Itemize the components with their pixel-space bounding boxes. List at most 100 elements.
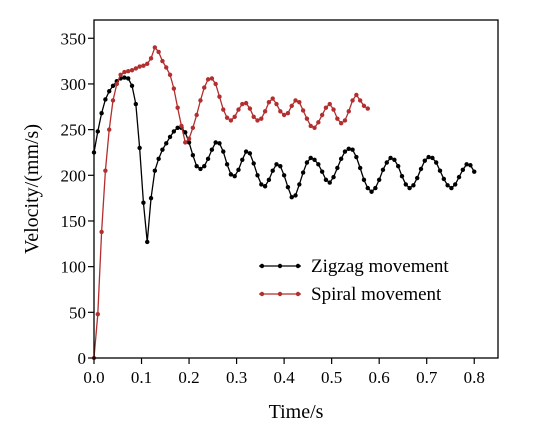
data-point (126, 76, 131, 81)
data-point (251, 161, 256, 166)
data-point (129, 83, 135, 88)
data-point (213, 81, 218, 87)
data-point (319, 112, 325, 118)
data-point (308, 123, 313, 129)
legend-label: Zigzag movement (311, 256, 449, 277)
data-point (243, 100, 249, 106)
data-point (103, 168, 108, 173)
data-point (129, 68, 135, 73)
data-point (316, 162, 321, 167)
legend-marker (259, 291, 265, 297)
legend-marker (295, 291, 301, 297)
data-point (175, 125, 180, 130)
data-point (365, 185, 370, 191)
data-point (285, 110, 291, 116)
series-zigzag-movement (91, 75, 477, 245)
data-point (186, 140, 192, 145)
data-point (190, 153, 196, 158)
plot-area-frame (93, 19, 499, 359)
data-point (327, 180, 332, 185)
data-point (312, 157, 317, 162)
data-point (205, 77, 211, 82)
data-point (145, 239, 150, 245)
x-tick-label: 0.1 (131, 368, 152, 387)
data-point (392, 157, 397, 162)
legend-marker (277, 263, 283, 269)
data-point (137, 64, 142, 69)
legend-marker (295, 263, 301, 269)
data-point (262, 109, 268, 114)
data-point (198, 166, 203, 172)
data-point (152, 168, 158, 173)
data-point (194, 112, 199, 118)
data-point (171, 129, 177, 134)
data-point (251, 114, 256, 120)
data-point (376, 177, 382, 183)
data-point (323, 177, 329, 183)
data-point (354, 154, 359, 160)
data-point (145, 61, 150, 67)
data-point (354, 92, 359, 98)
data-point (304, 160, 310, 165)
data-point (190, 125, 196, 130)
data-point (300, 170, 306, 175)
data-point (456, 174, 462, 180)
data-point (346, 109, 351, 114)
x-tick-label: 0.4 (273, 368, 295, 387)
data-point (217, 94, 222, 99)
data-point (331, 174, 336, 180)
data-point (472, 169, 477, 174)
data-point (380, 167, 386, 173)
data-point (183, 140, 188, 145)
data-point (464, 162, 469, 167)
data-point (327, 101, 332, 107)
data-point (255, 118, 260, 123)
y-tick-label: 200 (61, 166, 87, 185)
data-point (350, 98, 355, 103)
data-point (160, 58, 165, 64)
data-point (441, 176, 447, 182)
data-point (342, 118, 348, 123)
x-tick-label: 0.2 (178, 368, 199, 387)
y-tick-label: 50 (69, 303, 86, 322)
data-point (164, 65, 169, 70)
data-point (338, 156, 344, 162)
legend-item: Spiral movement (259, 284, 442, 305)
data-point (361, 177, 367, 183)
data-point (209, 147, 215, 152)
data-point (240, 157, 245, 162)
data-point (335, 165, 340, 171)
x-tick-label: 0.5 (321, 368, 342, 387)
data-point (99, 229, 104, 235)
ticks-layer: 0.0 0.1 0.2 0.3 0.4 0.5 0.6 0.7 0.8 0 50 100 150 200 2… (61, 29, 485, 387)
y-tick-label: 100 (61, 258, 87, 277)
data-point (118, 72, 123, 78)
data-point (278, 109, 283, 114)
data-point (418, 166, 424, 172)
data-point (107, 89, 112, 94)
data-point (312, 125, 317, 130)
data-point (122, 75, 127, 80)
data-point (331, 107, 336, 112)
data-point (205, 156, 211, 162)
data-point (357, 165, 363, 171)
x-tick-label: 0.3 (226, 368, 247, 387)
data-point (171, 86, 177, 91)
y-tick-label: 150 (61, 212, 87, 231)
data-point (217, 141, 222, 146)
data-point (228, 118, 234, 123)
data-point (399, 174, 405, 179)
data-point (384, 160, 389, 165)
data-point (167, 72, 173, 78)
data-point (224, 162, 230, 167)
data-point (213, 140, 218, 145)
series-spiral-movement (91, 45, 370, 361)
data-point (430, 155, 435, 161)
data-point (346, 146, 351, 152)
x-tick-label: 0.6 (369, 368, 390, 387)
x-tick-label: 0.0 (83, 368, 104, 387)
data-point (460, 167, 466, 173)
data-point (148, 56, 154, 61)
